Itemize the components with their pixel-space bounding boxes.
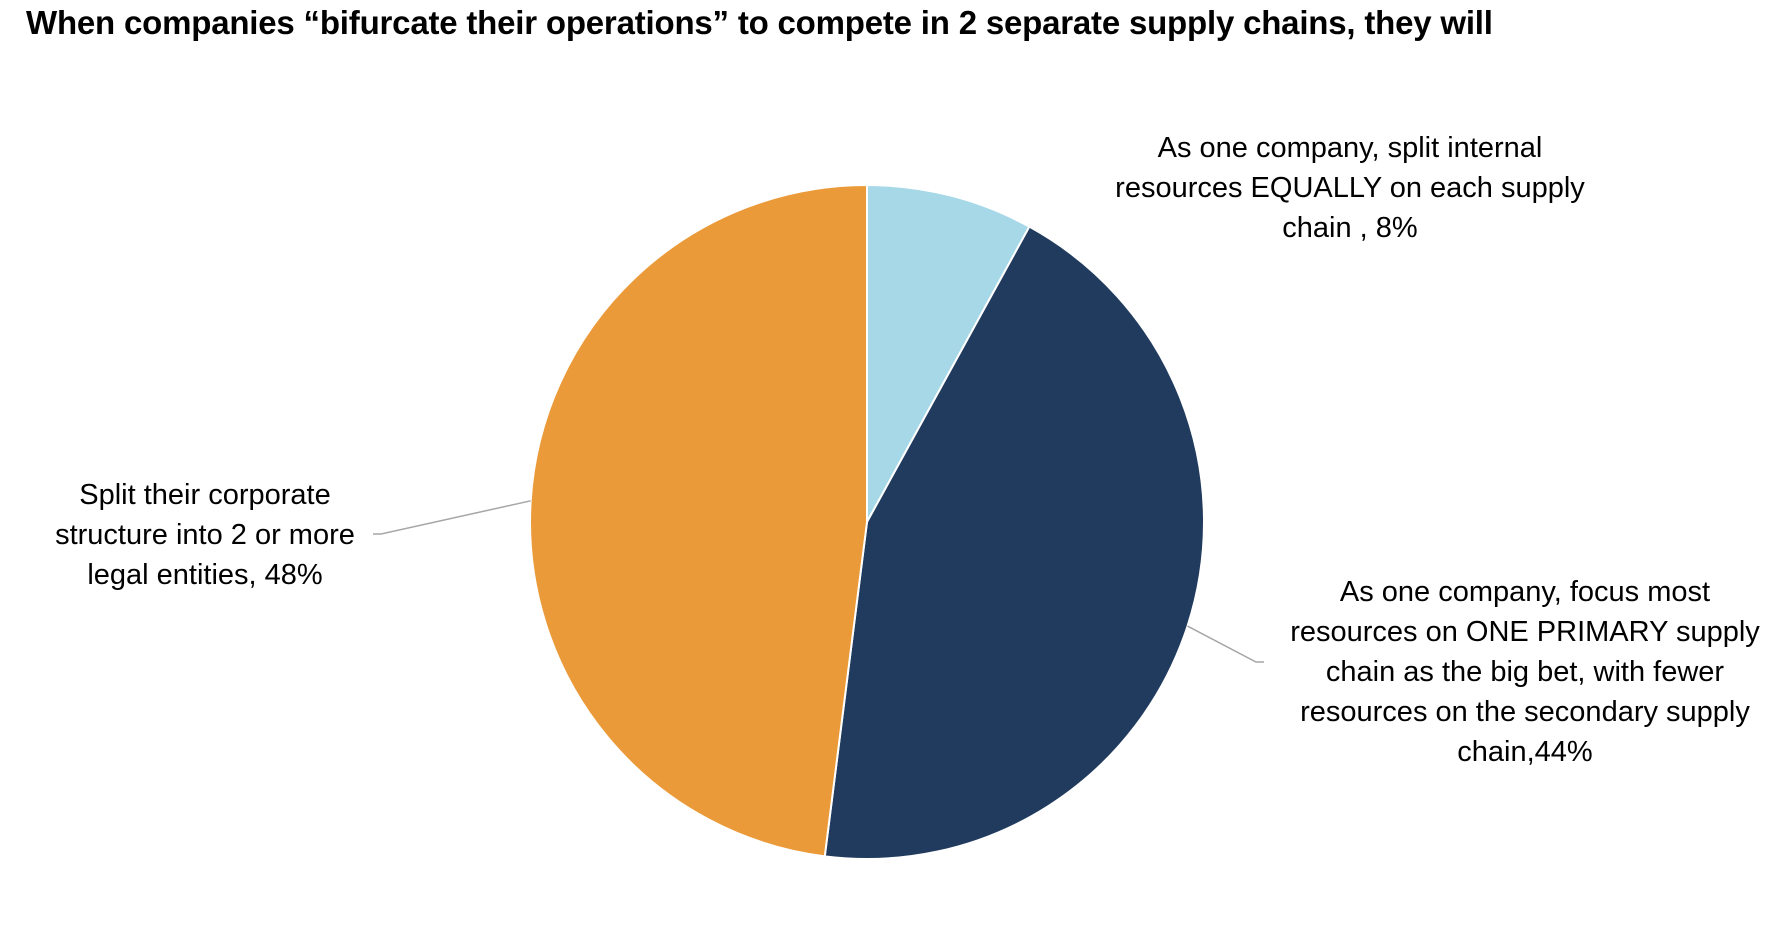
slice-label-line: legal entities, 48% bbox=[87, 559, 323, 591]
slice-label-line: chain,44% bbox=[1457, 736, 1593, 768]
leader-line-primary-focus bbox=[1187, 625, 1264, 663]
chart-title: When companies “bifurcate their operatio… bbox=[26, 4, 1493, 41]
slice-label-line: resources EQUALLY on each supply bbox=[1115, 172, 1585, 204]
slice-label-line: As one company, focus most bbox=[1339, 576, 1711, 608]
pie-slice-legal-entities bbox=[529, 183, 868, 858]
slice-label-primary-focus: As one company, focus most resources on O… bbox=[1265, 572, 1780, 772]
slice-label-line: chain , 8% bbox=[1282, 212, 1418, 244]
slice-label-line: structure into 2 or more bbox=[55, 519, 355, 551]
slice-label-line: chain as the big bet, with fewer bbox=[1325, 656, 1725, 688]
slice-label-line: resources on the secondary supply bbox=[1300, 696, 1750, 728]
slice-label-line: As one company, split internal bbox=[1157, 132, 1543, 164]
pie-slice-primary-focus bbox=[823, 225, 1205, 860]
slice-label-line: resources on ONE PRIMARY supply bbox=[1290, 616, 1760, 648]
slice-label-line: Split their corporate bbox=[79, 479, 331, 511]
pie-slice-equal-split bbox=[866, 183, 1031, 523]
slice-label-legal-entities: Split their corporate structure into 2 or… bbox=[10, 475, 400, 595]
leader-line-legal-entities bbox=[373, 500, 531, 535]
slice-label-equal-split: As one company, split internal resources … bbox=[1020, 128, 1680, 248]
